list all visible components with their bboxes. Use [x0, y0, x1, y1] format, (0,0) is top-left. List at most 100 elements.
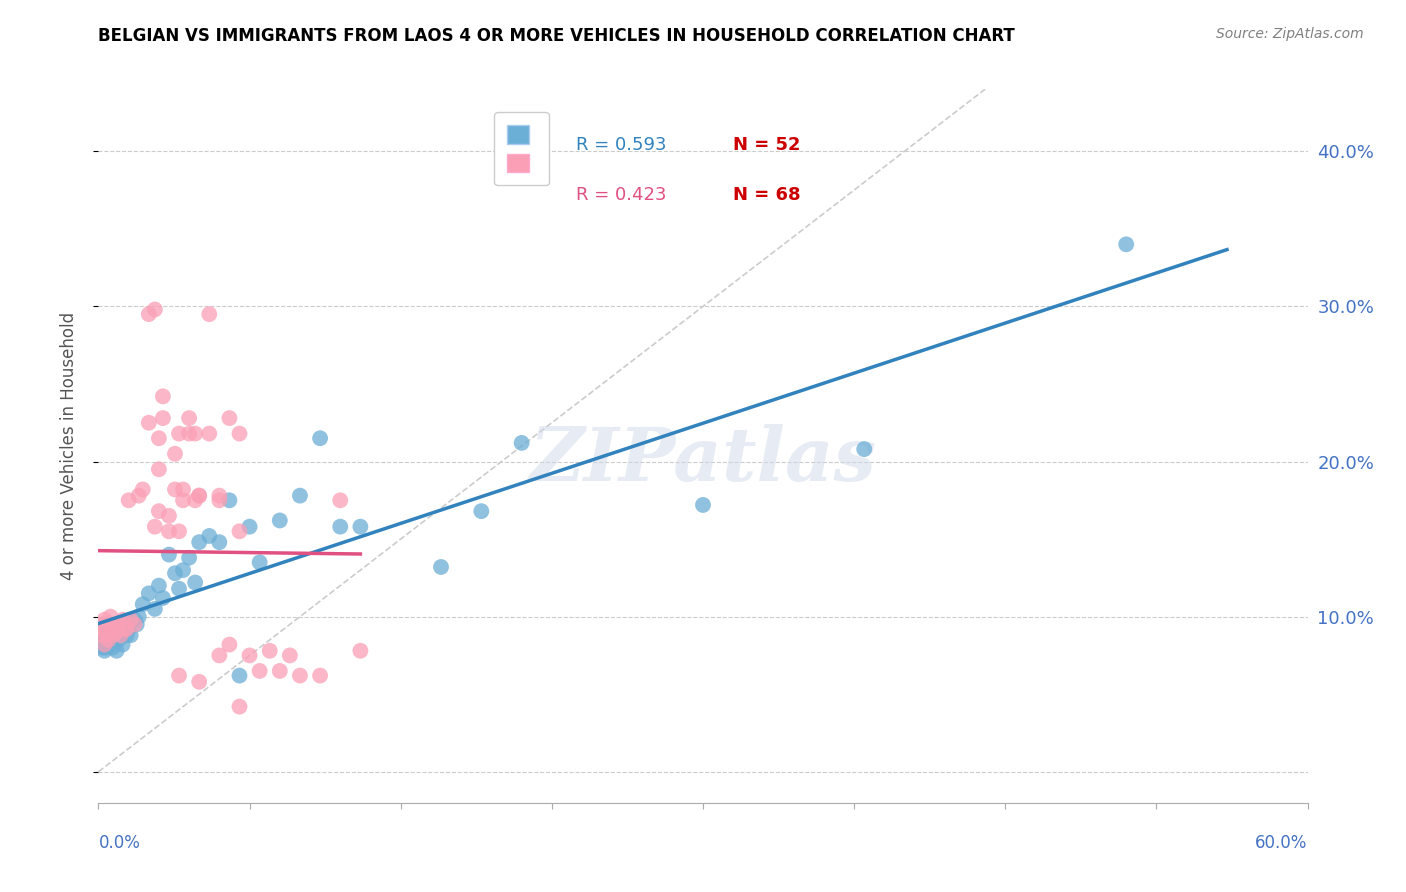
Text: BELGIAN VS IMMIGRANTS FROM LAOS 4 OR MORE VEHICLES IN HOUSEHOLD CORRELATION CHAR: BELGIAN VS IMMIGRANTS FROM LAOS 4 OR MOR… — [98, 27, 1015, 45]
Point — [100, 622, 122, 636]
Point — [111, 613, 134, 627]
Point — [107, 632, 129, 647]
Point — [188, 674, 211, 689]
Point — [179, 550, 201, 565]
Point — [218, 493, 240, 508]
Point — [349, 519, 371, 533]
Point — [163, 566, 186, 581]
Point — [138, 586, 160, 600]
Point — [329, 519, 352, 533]
Point — [269, 513, 291, 527]
Point — [184, 575, 207, 590]
Point — [228, 668, 250, 682]
Point — [198, 426, 221, 441]
Point — [218, 638, 240, 652]
Point — [167, 524, 190, 539]
Point — [228, 699, 250, 714]
Point — [198, 529, 221, 543]
Point — [157, 508, 180, 523]
Point — [152, 591, 174, 605]
Point — [309, 668, 332, 682]
Point — [105, 625, 128, 640]
Point — [239, 519, 262, 533]
Point — [152, 411, 174, 425]
Point — [101, 640, 124, 655]
Point — [188, 489, 211, 503]
Point — [91, 617, 114, 632]
Point — [89, 638, 111, 652]
Text: 60.0%: 60.0% — [1256, 834, 1308, 852]
Point — [172, 563, 194, 577]
Point — [510, 436, 533, 450]
Point — [101, 628, 124, 642]
Text: R = 0.593: R = 0.593 — [576, 136, 666, 153]
Point — [148, 462, 170, 476]
Point — [692, 498, 714, 512]
Text: N = 68: N = 68 — [734, 186, 801, 203]
Point — [157, 524, 180, 539]
Point — [115, 622, 138, 636]
Point — [89, 622, 111, 636]
Point — [163, 447, 186, 461]
Point — [143, 519, 166, 533]
Point — [128, 609, 150, 624]
Point — [96, 617, 118, 632]
Point — [103, 617, 125, 632]
Point — [143, 302, 166, 317]
Point — [167, 582, 190, 596]
Point — [105, 644, 128, 658]
Point — [163, 483, 186, 497]
Point — [128, 489, 150, 503]
Point — [96, 640, 118, 655]
Point — [288, 668, 311, 682]
Point — [101, 628, 124, 642]
Point — [157, 548, 180, 562]
Text: R = 0.423: R = 0.423 — [576, 186, 666, 203]
Point — [124, 613, 146, 627]
Point — [100, 638, 122, 652]
Point — [329, 493, 352, 508]
Point — [91, 628, 114, 642]
Point — [120, 613, 142, 627]
Point — [148, 504, 170, 518]
Point — [188, 535, 211, 549]
Point — [179, 411, 201, 425]
Point — [97, 625, 120, 640]
Point — [148, 431, 170, 445]
Point — [93, 644, 115, 658]
Point — [132, 597, 155, 611]
Point — [208, 535, 231, 549]
Point — [188, 489, 211, 503]
Point — [107, 617, 129, 632]
Point — [179, 426, 201, 441]
Y-axis label: 4 or more Vehicles in Household: 4 or more Vehicles in Household — [59, 312, 77, 580]
Point — [198, 307, 221, 321]
Point — [167, 668, 190, 682]
Point — [269, 664, 291, 678]
Point — [100, 609, 122, 624]
Point — [111, 638, 134, 652]
Point — [309, 431, 332, 445]
Point — [96, 628, 118, 642]
Point — [114, 617, 136, 632]
Text: N = 52: N = 52 — [734, 136, 801, 153]
Point — [249, 664, 271, 678]
Point — [1115, 237, 1137, 252]
Legend: , : , — [495, 112, 548, 186]
Point — [110, 625, 132, 640]
Point — [138, 416, 160, 430]
Point — [208, 493, 231, 508]
Point — [349, 644, 371, 658]
Point — [143, 602, 166, 616]
Point — [167, 426, 190, 441]
Point — [288, 489, 311, 503]
Point — [172, 483, 194, 497]
Point — [184, 493, 207, 508]
Point — [107, 622, 129, 636]
Point — [97, 628, 120, 642]
Point — [148, 579, 170, 593]
Point — [218, 411, 240, 425]
Point — [120, 628, 142, 642]
Point — [249, 555, 271, 569]
Point — [97, 632, 120, 647]
